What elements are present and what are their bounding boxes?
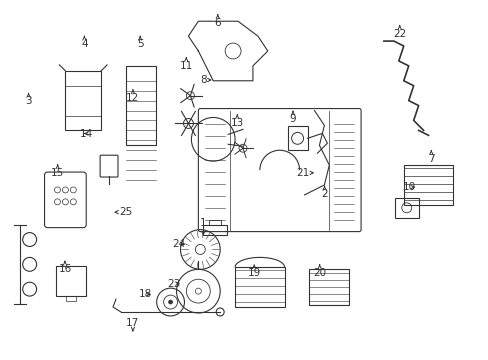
Bar [65,71,101,130]
Bar [56,266,86,296]
Text: 9: 9 [289,111,296,124]
Bar [126,66,155,145]
Text: 6: 6 [214,15,221,28]
Text: 2: 2 [321,186,327,199]
Bar [235,267,284,307]
Text: 19: 19 [247,265,260,278]
Bar [66,296,76,301]
Circle shape [168,300,172,304]
Bar [203,225,226,235]
Text: 3: 3 [25,94,32,107]
Text: 7: 7 [427,150,434,163]
Text: 15: 15 [51,165,64,178]
Text: 11: 11 [179,58,192,71]
Text: 13: 13 [230,115,244,128]
Text: 12: 12 [126,90,139,103]
Text: 10: 10 [402,182,415,192]
Text: 8: 8 [200,75,210,85]
Text: 5: 5 [137,36,143,49]
Bar [287,126,307,150]
Text: 23: 23 [167,279,181,289]
Text: 1: 1 [200,218,206,235]
Text: 16: 16 [58,261,71,274]
Text: 18: 18 [138,289,151,299]
Text: 20: 20 [312,265,325,278]
Text: 22: 22 [392,26,406,39]
Text: 25: 25 [115,207,132,217]
Bar [309,269,348,305]
Text: 4: 4 [81,36,87,49]
Text: 17: 17 [126,318,139,331]
Bar [403,165,452,205]
Text: 21: 21 [296,168,313,178]
Text: 24: 24 [172,239,185,249]
Text: 14: 14 [80,129,93,139]
Bar [394,198,418,218]
